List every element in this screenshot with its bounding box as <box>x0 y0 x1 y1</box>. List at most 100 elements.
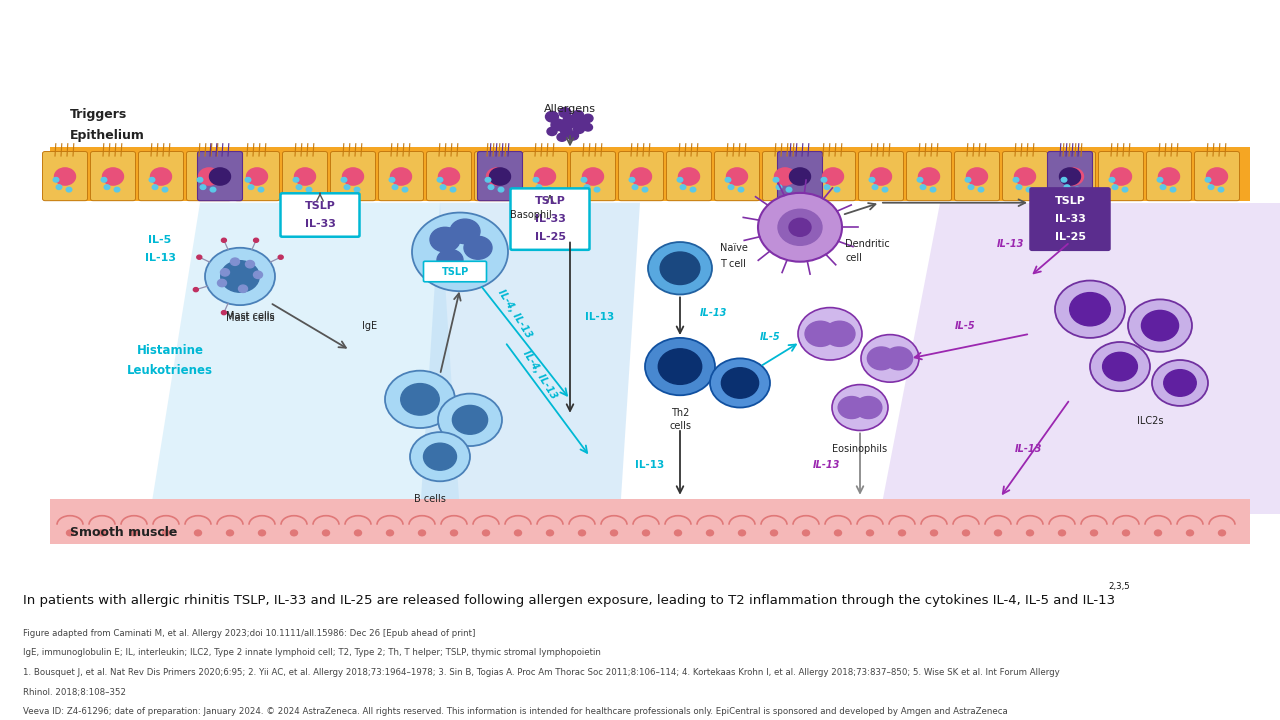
Text: Mast cells: Mast cells <box>225 311 274 321</box>
FancyBboxPatch shape <box>511 189 590 250</box>
Circle shape <box>582 168 603 185</box>
Circle shape <box>658 348 701 384</box>
Circle shape <box>931 530 937 536</box>
Circle shape <box>1091 342 1149 391</box>
Text: Figure adapted from Caminati M, et al. Allergy 2023;doi 10.1111/all.15986: Dec 2: Figure adapted from Caminati M, et al. A… <box>23 629 475 638</box>
Circle shape <box>790 168 810 185</box>
FancyBboxPatch shape <box>283 151 328 201</box>
Circle shape <box>680 185 686 189</box>
FancyBboxPatch shape <box>1002 151 1047 201</box>
Circle shape <box>867 530 873 536</box>
Circle shape <box>131 530 137 536</box>
Circle shape <box>1152 360 1208 406</box>
Text: IL-13: IL-13 <box>996 239 1024 248</box>
FancyBboxPatch shape <box>280 193 360 237</box>
Circle shape <box>1015 168 1036 185</box>
Circle shape <box>966 168 987 185</box>
Circle shape <box>306 187 312 192</box>
Circle shape <box>870 168 891 185</box>
Text: IgE, immunoglobulin E; IL, interleukin; ILC2, Type 2 innate lymphoid cell; T2, T: IgE, immunoglobulin E; IL, interleukin; … <box>23 649 600 657</box>
Circle shape <box>584 124 593 131</box>
Circle shape <box>805 321 836 346</box>
Text: Naïve: Naïve <box>719 243 748 253</box>
Circle shape <box>151 168 172 185</box>
Circle shape <box>823 168 844 185</box>
Circle shape <box>412 212 508 291</box>
Circle shape <box>438 394 502 446</box>
Circle shape <box>776 185 782 189</box>
Circle shape <box>824 185 829 189</box>
Text: TSLP: TSLP <box>305 201 335 211</box>
Circle shape <box>486 168 507 185</box>
Circle shape <box>430 228 460 252</box>
Circle shape <box>579 530 585 536</box>
Circle shape <box>678 168 699 185</box>
Circle shape <box>611 530 617 536</box>
Circle shape <box>567 131 579 140</box>
Circle shape <box>710 359 771 408</box>
Circle shape <box>1219 187 1224 192</box>
Circle shape <box>440 185 445 189</box>
Circle shape <box>1219 530 1225 536</box>
Circle shape <box>594 187 600 192</box>
Circle shape <box>931 187 936 192</box>
FancyBboxPatch shape <box>138 151 183 201</box>
Circle shape <box>1112 185 1117 189</box>
Circle shape <box>884 347 913 370</box>
Circle shape <box>101 178 106 182</box>
Text: by T2 inflammation: by T2 inflammation <box>28 68 332 96</box>
Text: IL-25: IL-25 <box>1055 232 1085 242</box>
Circle shape <box>835 530 841 536</box>
Text: IL-13: IL-13 <box>635 460 664 470</box>
Circle shape <box>822 178 827 182</box>
Circle shape <box>198 168 219 185</box>
Text: IL-33: IL-33 <box>305 219 335 229</box>
Circle shape <box>436 249 463 271</box>
FancyBboxPatch shape <box>906 151 951 201</box>
FancyBboxPatch shape <box>1030 189 1110 250</box>
Circle shape <box>581 178 586 182</box>
Circle shape <box>550 119 564 130</box>
Text: IL-4, IL-13: IL-4, IL-13 <box>521 348 559 401</box>
Circle shape <box>498 187 504 192</box>
Circle shape <box>163 530 169 536</box>
Circle shape <box>54 178 59 182</box>
Circle shape <box>323 530 329 536</box>
Text: Dendritic: Dendritic <box>845 239 890 248</box>
Circle shape <box>392 185 398 189</box>
Circle shape <box>1059 530 1065 536</box>
Circle shape <box>771 530 777 536</box>
FancyBboxPatch shape <box>426 151 471 201</box>
Circle shape <box>632 185 637 189</box>
Circle shape <box>739 187 744 192</box>
FancyBboxPatch shape <box>330 151 375 201</box>
Text: Veeva ID: Z4-61296; date of preparation: January 2024. © 2024 AstraZeneca. All r: Veeva ID: Z4-61296; date of preparation:… <box>23 707 1007 716</box>
Text: Eosinophils: Eosinophils <box>832 444 887 454</box>
Polygon shape <box>420 203 640 514</box>
Circle shape <box>535 168 556 185</box>
Circle shape <box>645 338 716 395</box>
Circle shape <box>648 242 712 294</box>
Circle shape <box>102 168 123 185</box>
Circle shape <box>995 530 1001 536</box>
FancyBboxPatch shape <box>477 151 522 201</box>
Circle shape <box>786 187 792 192</box>
Text: IL-33: IL-33 <box>535 214 566 224</box>
Circle shape <box>1158 168 1179 185</box>
Circle shape <box>872 185 878 189</box>
Circle shape <box>739 530 745 536</box>
Text: 2,3,5: 2,3,5 <box>1108 582 1130 591</box>
Circle shape <box>1155 530 1161 536</box>
Circle shape <box>451 187 456 192</box>
Circle shape <box>200 185 206 189</box>
Text: 1–4: 1–4 <box>340 62 366 76</box>
Circle shape <box>246 178 251 182</box>
Circle shape <box>778 210 822 246</box>
Circle shape <box>573 125 585 133</box>
Text: Allergens: Allergens <box>544 104 596 114</box>
Circle shape <box>56 185 61 189</box>
Text: T cell: T cell <box>719 259 746 269</box>
Circle shape <box>150 178 155 182</box>
Text: Smooth muscle: Smooth muscle <box>70 526 178 539</box>
Circle shape <box>193 287 198 292</box>
